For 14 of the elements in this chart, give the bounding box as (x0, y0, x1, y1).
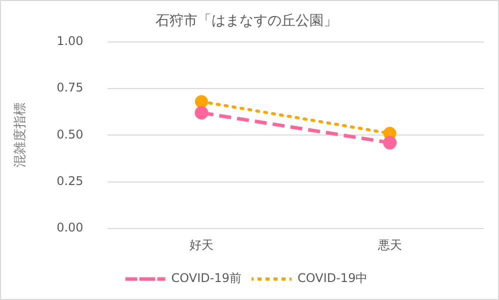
legend-label: COVID-19中 (298, 271, 368, 286)
x-tick-label: 好天 (189, 238, 214, 252)
y-tick-label: 0.75 (56, 80, 84, 95)
chart-title: 石狩市「はまなすの丘公園」 (156, 13, 338, 30)
legend-label: COVID-19前 (171, 271, 242, 286)
y-tick-label: 0.50 (56, 127, 84, 142)
point (383, 136, 397, 150)
y-tick-label: 0.25 (56, 174, 84, 188)
y-tick-label: 0.00 (56, 220, 84, 235)
y-tick-label: 1.00 (56, 34, 84, 48)
point (194, 106, 208, 120)
y-axis-title: 混雑度指標 (12, 102, 28, 168)
point (194, 95, 208, 108)
x-tick-label: 悪天 (376, 238, 402, 252)
